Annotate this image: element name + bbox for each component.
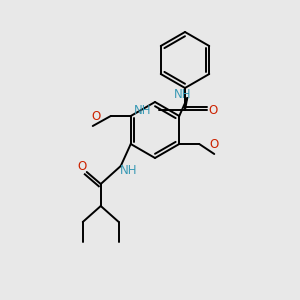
- Text: O: O: [209, 137, 218, 151]
- Text: NH: NH: [173, 88, 191, 100]
- Text: O: O: [92, 110, 101, 122]
- Text: O: O: [208, 103, 217, 116]
- Text: NH: NH: [134, 103, 151, 116]
- Text: NH: NH: [120, 164, 137, 178]
- Text: O: O: [77, 160, 86, 172]
